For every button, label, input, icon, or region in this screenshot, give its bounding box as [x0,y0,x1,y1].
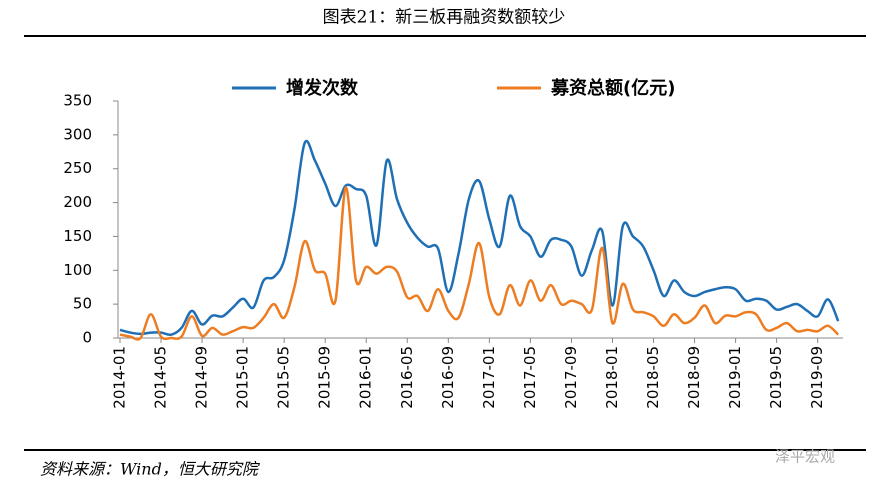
legend-label: 募资总额(亿元) [550,77,675,99]
x-tick-label: 2019-01 [726,346,744,409]
x-tick-label: 2016-01 [357,346,375,409]
x-tick-label: 2017-05 [521,346,539,409]
y-tick-label: 300 [63,125,92,143]
series-line [119,139,840,337]
x-tick-label: 2015-01 [234,346,252,409]
y-tick-label: 150 [63,227,92,245]
y-tick-label: 350 [63,92,92,110]
x-tick-label: 2019-09 [808,346,826,409]
watermark: 泽平宏观 [775,448,835,466]
x-tick-label: 2014-01 [111,346,129,409]
y-tick-label: 0 [82,329,92,347]
x-tick-label: 2015-05 [275,346,293,409]
y-tick-label: 50 [73,295,92,313]
x-tick-label: 2017-01 [480,346,498,409]
x-tick-label: 2019-05 [767,346,785,409]
y-tick-label: 100 [63,261,92,279]
chart-title: 图表21：新三板再融资数额较少 [323,8,566,28]
x-tick-label: 2016-05 [398,346,416,409]
x-tick-label: 2015-09 [316,346,334,409]
x-tick-label: 2014-09 [193,346,211,409]
x-tick-label: 2017-09 [562,346,580,409]
x-tick-label: 2018-01 [603,346,621,409]
x-tick-label: 2014-05 [152,346,170,409]
source: 资料来源：Wind，恒大研究院 [40,460,261,479]
x-tick-label: 2018-05 [644,346,662,409]
x-tick-label: 2018-09 [685,346,703,409]
y-tick-label: 200 [63,193,92,211]
series-line [119,186,840,341]
y-tick-label: 250 [63,159,92,177]
legend-label: 增发次数 [286,77,359,99]
x-tick-label: 2016-09 [439,346,457,409]
